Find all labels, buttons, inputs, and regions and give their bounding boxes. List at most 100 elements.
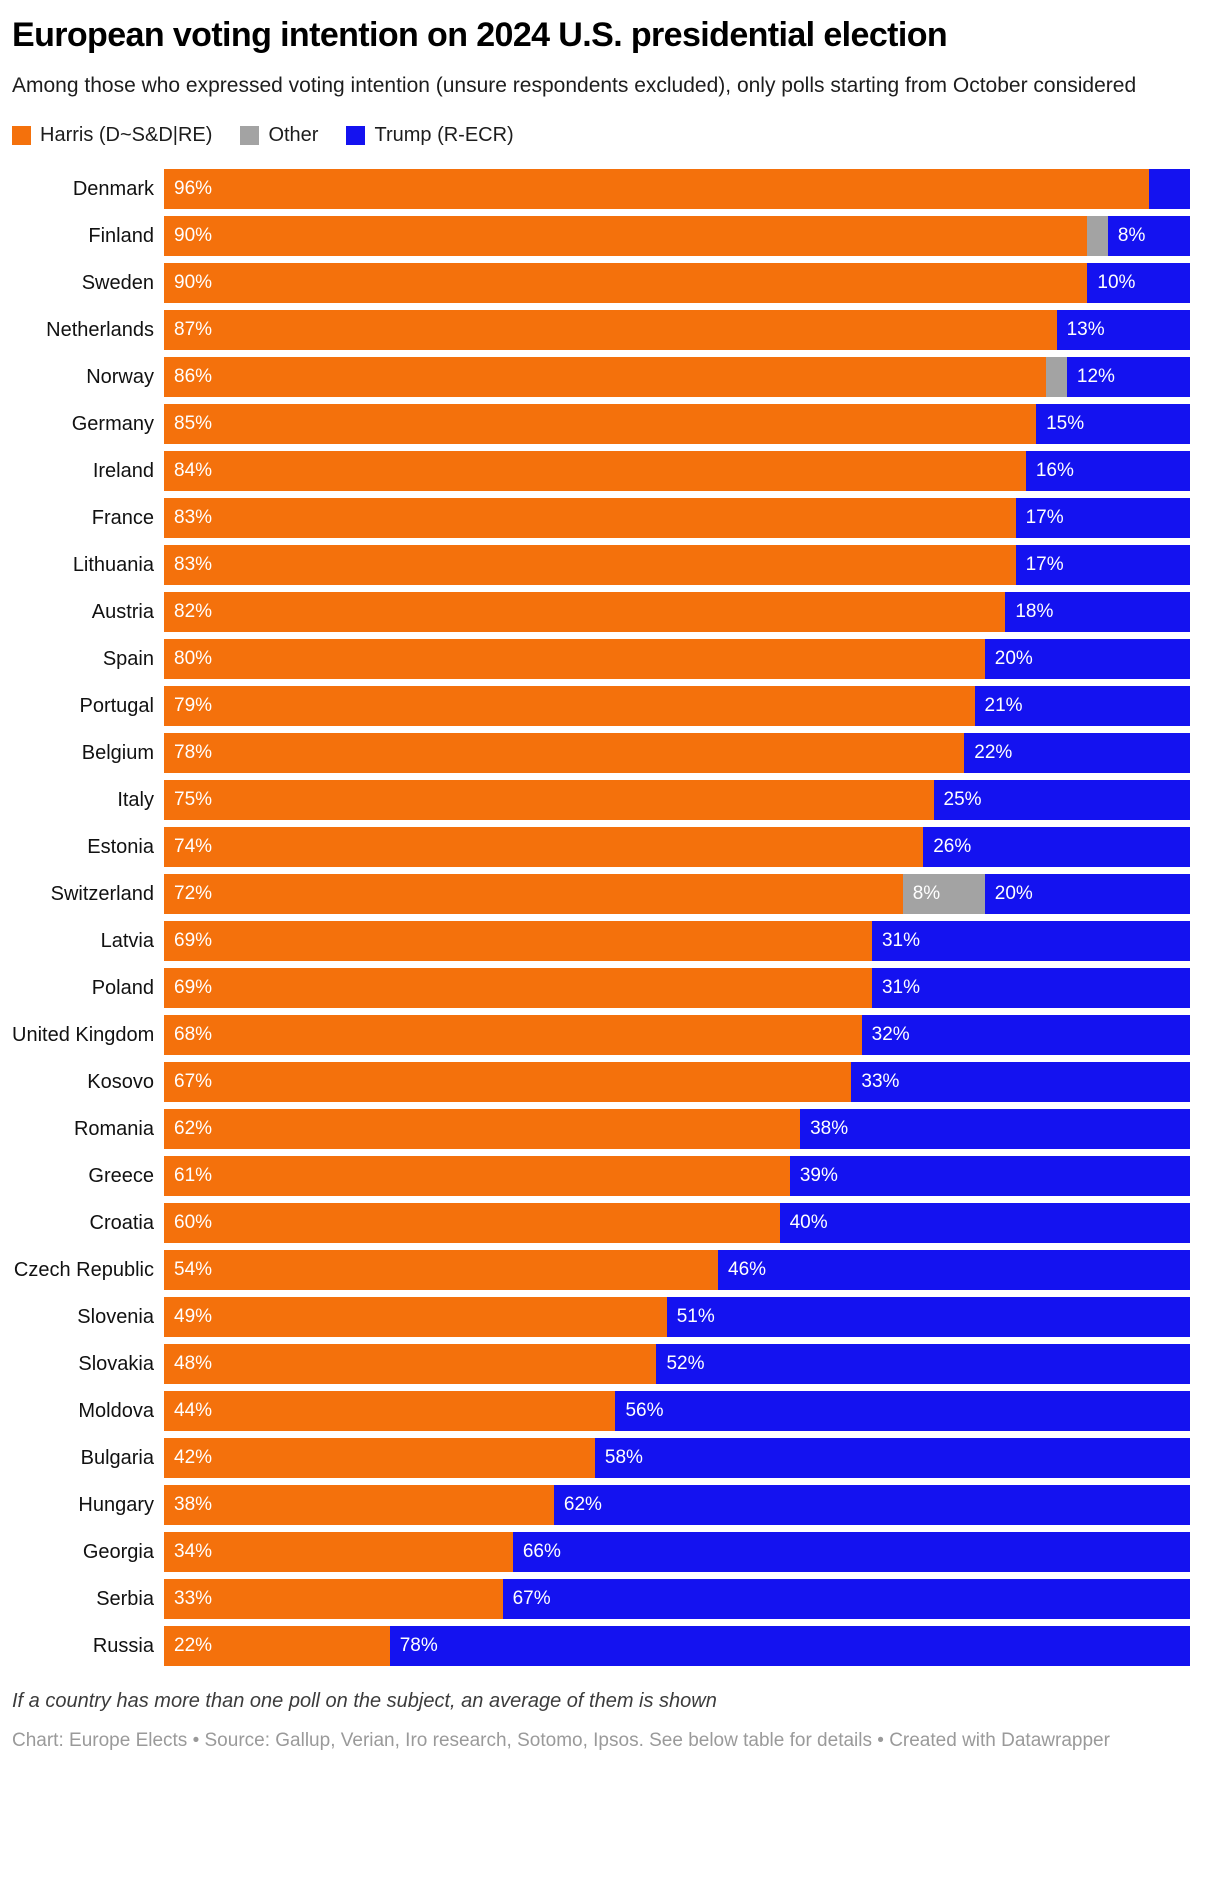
trump-bar-segment: 31% [871, 921, 1190, 962]
bar-value-label: 90% [174, 225, 213, 247]
chart-row: Spain 80% 20% [12, 639, 1190, 680]
trump-bar-segment: 8% [1107, 216, 1190, 257]
bar-group: 61% 39% [164, 1156, 1190, 1197]
bar-value-label: 39% [799, 1165, 838, 1187]
country-label: Serbia [96, 1587, 154, 1610]
trump-bar-segment: 15% [1036, 404, 1190, 445]
chart-title: European voting intention on 2024 U.S. p… [12, 16, 948, 54]
country-label: Czech Republic [13, 1258, 154, 1281]
harris-bar-segment: 78% [164, 733, 965, 774]
trump-bar-segment: 25% [933, 780, 1190, 821]
bar-value-label: 61% [174, 1165, 213, 1187]
bar-group: 33% 67% [164, 1579, 1190, 1620]
chart-row: Norway 86% 12% [12, 357, 1190, 398]
bar-group: 96% [164, 169, 1190, 210]
trump-bar-segment: 38% [800, 1109, 1190, 1150]
country-label: Belgium [81, 741, 154, 764]
country-label: Kosovo [87, 1070, 154, 1093]
chart-row: Germany 85% 15% [12, 404, 1190, 445]
bar-value-label: 96% [174, 178, 213, 200]
chart-row: Netherlands 87% 13% [12, 310, 1190, 351]
chart-row: Sweden 90% 10% [12, 263, 1190, 304]
bar-value-label: 48% [174, 1353, 213, 1375]
bar-group: 75% 25% [164, 780, 1190, 821]
trump-bar-segment: 22% [964, 733, 1190, 774]
country-label: Slovakia [78, 1352, 154, 1375]
legend-item-harris: Harris (D~S&D|RE) [12, 124, 212, 147]
chart-row: Lithuania 83% 17% [12, 545, 1190, 586]
harris-bar-segment: 22% [164, 1626, 390, 1667]
country-label: Austria [91, 600, 154, 623]
trump-bar-segment: 10% [1087, 263, 1190, 304]
bar-group: 69% 31% [164, 921, 1190, 962]
country-label: Moldova [78, 1399, 154, 1422]
bar-group: 82% 18% [164, 592, 1190, 633]
bar-group: 80% 20% [164, 639, 1190, 680]
bar-value-label: 78% [174, 742, 213, 764]
country-label: Switzerland [50, 882, 154, 905]
bar-value-label: 26% [933, 836, 972, 858]
other-legend-swatch [240, 126, 260, 146]
trump-bar-segment: 13% [1056, 310, 1190, 351]
trump-legend-swatch [346, 126, 366, 146]
harris-bar-segment: 80% [164, 639, 985, 680]
bar-group: 69% 31% [164, 968, 1190, 1009]
harris-bar-segment: 49% [164, 1297, 667, 1338]
country-label: Estonia [87, 835, 154, 858]
bar-value-label: 15% [1046, 413, 1085, 435]
bar-value-label: 17% [1025, 507, 1064, 529]
trump-bar-segment: 26% [923, 827, 1190, 868]
bar-value-label: 17% [1025, 554, 1064, 576]
legend: Harris (D~S&D|RE) Other Trump (R-ECR) [12, 124, 1190, 147]
trump-bar-segment: 17% [1015, 545, 1190, 586]
bar-group: 74% 26% [164, 827, 1190, 868]
harris-bar-segment: 54% [164, 1250, 719, 1291]
bar-group: 44% 56% [164, 1391, 1190, 1432]
bar-value-label: 44% [174, 1400, 213, 1422]
country-label: United Kingdom [12, 1023, 155, 1046]
bar-value-label: 51% [676, 1306, 715, 1328]
bar-value-label: 90% [174, 272, 213, 294]
bar-value-label: 42% [174, 1447, 213, 1469]
bar-value-label: 82% [174, 601, 213, 623]
bar-value-label: 31% [881, 977, 920, 999]
bar-value-label: 79% [174, 695, 213, 717]
bar-value-label: 31% [881, 930, 920, 952]
harris-bar-segment: 90% [164, 263, 1088, 304]
bar-value-label: 68% [174, 1024, 213, 1046]
harris-bar-segment: 90% [164, 216, 1088, 257]
bar-group: 84% 16% [164, 451, 1190, 492]
bar-group: 54% 46% [164, 1250, 1190, 1291]
trump-bar-segment: 51% [666, 1297, 1190, 1338]
bar-value-label: 60% [174, 1212, 213, 1234]
bar-value-label: 83% [174, 507, 213, 529]
bar-value-label: 16% [1035, 460, 1074, 482]
trump-bar-segment: 67% [502, 1579, 1190, 1620]
trump-bar-segment: 78% [389, 1626, 1190, 1667]
chart-row: Finland 90% 8% [12, 216, 1190, 257]
chart-row: Slovakia 48% 52% [12, 1344, 1190, 1385]
country-label: Romania [73, 1117, 154, 1140]
bar-value-label: 52% [666, 1353, 705, 1375]
bar-group: 90% 8% [164, 216, 1190, 257]
country-label: Italy [117, 788, 154, 811]
bar-group: 38% 62% [164, 1485, 1190, 1526]
chart-subtitle: Among those who expressed voting intenti… [12, 74, 1137, 97]
bar-value-label: 33% [174, 1588, 213, 1610]
chart-row: Poland 69% 31% [12, 968, 1190, 1009]
chart-row: Belgium 78% 22% [12, 733, 1190, 774]
bar-group: 49% 51% [164, 1297, 1190, 1338]
country-label: Netherlands [46, 318, 154, 341]
bar-value-label: 78% [399, 1635, 438, 1657]
bar-value-label: 12% [1076, 366, 1115, 388]
bar-group: 90% 10% [164, 263, 1190, 304]
chart-row: Czech Republic 54% 46% [12, 1250, 1190, 1291]
chart-row: Moldova 44% 56% [12, 1391, 1190, 1432]
bar-value-label: 33% [861, 1071, 900, 1093]
harris-bar-segment: 79% [164, 686, 975, 727]
bar-value-label: 69% [174, 930, 213, 952]
harris-bar-segment: 62% [164, 1109, 801, 1150]
bar-value-label: 74% [174, 836, 213, 858]
bar-value-label: 13% [1066, 319, 1105, 341]
bar-value-label: 75% [174, 789, 213, 811]
